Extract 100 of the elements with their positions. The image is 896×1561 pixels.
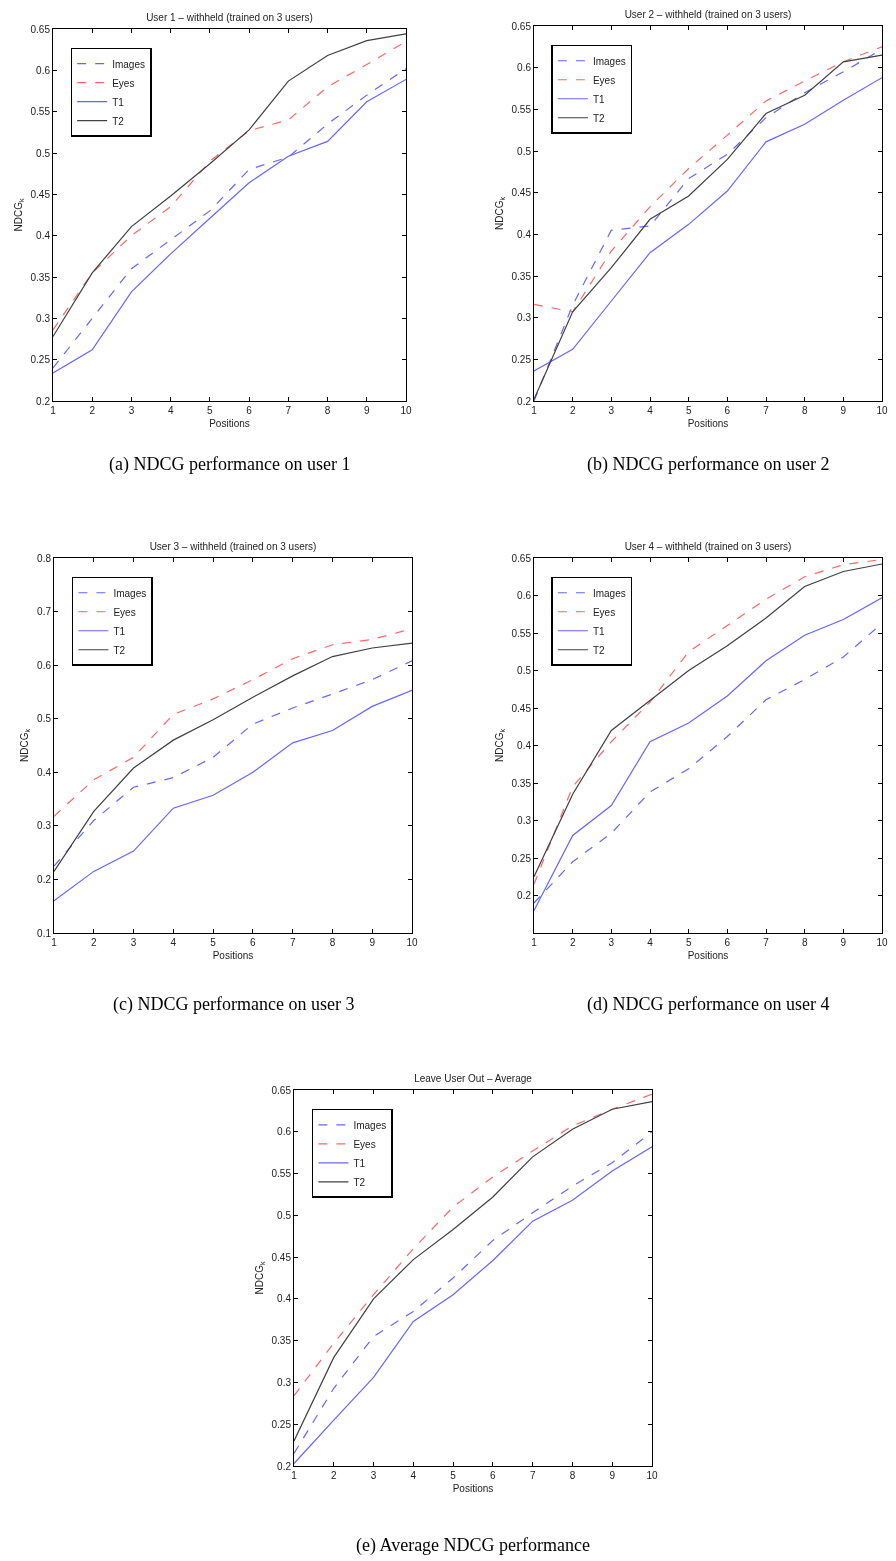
y-tick-label: 0.65 bbox=[511, 552, 532, 564]
x-tick-label: 5 bbox=[450, 1470, 457, 1481]
text: (a) NDCG performance on user 1 bbox=[109, 454, 351, 475]
x-tick-label: 1 bbox=[291, 1470, 298, 1481]
legend-label: Eyes bbox=[353, 1138, 376, 1150]
y-tick-label: 0.55 bbox=[30, 106, 51, 118]
legend-label: T1 bbox=[353, 1157, 366, 1169]
y-tick-label: 0.3 bbox=[517, 815, 532, 826]
x-tick-label: 5 bbox=[685, 405, 692, 416]
y-tick-label: 0.2 bbox=[277, 1460, 292, 1472]
x-tick-label: 2 bbox=[569, 405, 576, 416]
x-tick-label: 5 bbox=[210, 937, 217, 948]
y-tick-label: 0.5 bbox=[277, 1209, 292, 1221]
y-tick-label: 0.4 bbox=[37, 766, 52, 778]
x-tick-label: 9 bbox=[840, 405, 847, 416]
x-tick-label: 5 bbox=[207, 405, 214, 416]
x-tick-label: 6 bbox=[724, 405, 731, 416]
x-tick-label: 10 bbox=[646, 1470, 658, 1481]
legend-label: T2 bbox=[112, 115, 125, 127]
y-tick-label: 0.4 bbox=[277, 1293, 292, 1305]
x-tick-label: 7 bbox=[763, 405, 770, 416]
x-tick-label: 4 bbox=[410, 1470, 417, 1481]
text: (d) NDCG performance on user 4 bbox=[587, 994, 830, 1015]
x-tick-label: 7 bbox=[285, 405, 292, 416]
x-tick-label: 8 bbox=[801, 405, 808, 416]
y-tick-label: 0.8 bbox=[37, 552, 52, 564]
x-tick-label: 3 bbox=[608, 405, 615, 416]
x-tick-label: 10 bbox=[406, 937, 418, 948]
y-tick-label: 0.2 bbox=[36, 395, 51, 407]
x-tick-label: 8 bbox=[569, 1470, 576, 1481]
y-tick-label: 0.45 bbox=[511, 702, 532, 714]
legend-label: T1 bbox=[112, 96, 125, 108]
y-tick-label: 0.5 bbox=[517, 145, 532, 157]
y-tick-label: 0.45 bbox=[30, 188, 51, 200]
x-tick-label: 1 bbox=[531, 405, 538, 416]
y-tick-label: 0.1 bbox=[37, 927, 52, 939]
x-tick-label: 2 bbox=[569, 937, 576, 948]
y-tick-label: 0.5 bbox=[36, 147, 51, 159]
y-tick-label: 0.6 bbox=[37, 659, 52, 671]
x-tick-label: 8 bbox=[801, 937, 808, 948]
x-axis-title: Positions bbox=[212, 949, 254, 961]
text: (c) NDCG performance on user 3 bbox=[113, 994, 355, 1015]
y-tick-label: 0.6 bbox=[517, 62, 532, 74]
legend-label: T2 bbox=[592, 112, 606, 124]
y-tick-label: 0.35 bbox=[511, 777, 532, 789]
text: (b) NDCG performance on user 2 bbox=[587, 454, 830, 475]
y-tick-label: 0.2 bbox=[517, 395, 532, 407]
x-axis-title: Positions bbox=[687, 949, 729, 961]
x-tick-label: 6 bbox=[490, 1470, 497, 1481]
x-tick-label: 6 bbox=[724, 937, 731, 948]
y-tick-label: 0.6 bbox=[36, 64, 51, 76]
x-axis-title: Positions bbox=[209, 417, 250, 429]
chart-title: User 1 – withheld (trained on 3 users) bbox=[146, 12, 313, 23]
y-tick-label: 0.5 bbox=[37, 713, 52, 725]
text: (e) Average NDCG performance bbox=[356, 1535, 591, 1556]
legend-label: Eyes bbox=[113, 606, 136, 618]
y-tick-label: 0.2 bbox=[37, 873, 52, 885]
chart-title: Leave User Out – Average bbox=[414, 1073, 533, 1084]
y-tick-label: 0.4 bbox=[517, 740, 532, 751]
legend-label: T2 bbox=[353, 1176, 366, 1188]
x-tick-label: 9 bbox=[609, 1470, 616, 1481]
legend-label: Images bbox=[113, 587, 147, 599]
y-tick-label: 0.65 bbox=[30, 23, 51, 35]
legend-label: Images bbox=[592, 587, 626, 599]
x-tick-label: 6 bbox=[246, 405, 253, 416]
y-tick-label: 0.65 bbox=[271, 1084, 292, 1096]
y-tick-label: 0.3 bbox=[517, 312, 532, 324]
legend-label: T1 bbox=[592, 625, 606, 637]
legend-label: Eyes bbox=[592, 606, 616, 618]
x-tick-label: 2 bbox=[91, 937, 97, 948]
x-tick-label: 4 bbox=[170, 937, 177, 948]
x-tick-label: 4 bbox=[647, 937, 654, 948]
x-tick-label: 6 bbox=[250, 937, 257, 948]
legend-label: Images bbox=[112, 58, 145, 70]
legend-label: T1 bbox=[113, 625, 126, 637]
x-tick-label: 10 bbox=[400, 405, 412, 416]
y-tick-label: 0.6 bbox=[517, 590, 532, 601]
y-tick-label: 0.4 bbox=[36, 230, 51, 242]
y-tick-label: 0.3 bbox=[37, 820, 52, 832]
y-tick-label: 0.2 bbox=[517, 890, 532, 901]
x-tick-label: 10 bbox=[876, 937, 888, 948]
chart-title: User 3 – withheld (trained on 3 users) bbox=[149, 541, 317, 552]
y-tick-label: 0.3 bbox=[277, 1376, 292, 1388]
legend-label: Images bbox=[353, 1119, 387, 1131]
y-tick-label: 0.3 bbox=[36, 312, 51, 324]
y-tick-label: 0.35 bbox=[511, 270, 532, 282]
x-tick-label: 5 bbox=[685, 937, 692, 948]
x-tick-label: 8 bbox=[324, 405, 331, 416]
x-tick-label: 2 bbox=[89, 405, 96, 416]
y-tick-label: 0.55 bbox=[511, 627, 532, 639]
line-series bbox=[534, 46, 882, 313]
x-tick-label: 3 bbox=[128, 405, 135, 416]
y-tick-label: 0.55 bbox=[511, 103, 532, 115]
y-tick-label: 0.65 bbox=[511, 20, 532, 32]
x-tick-label: 1 bbox=[51, 937, 58, 948]
x-axis-title: Positions bbox=[687, 417, 729, 429]
x-tick-label: 1 bbox=[50, 405, 57, 416]
legend-label: Images bbox=[592, 55, 626, 67]
y-tick-label: 0.25 bbox=[511, 353, 532, 365]
x-tick-label: 10 bbox=[876, 405, 888, 416]
